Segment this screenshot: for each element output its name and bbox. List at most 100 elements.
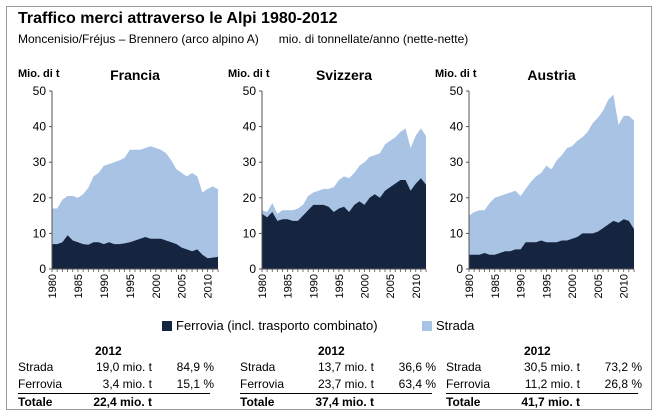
summary-table-austria: 2012 Strada 30,5 mio. t 73,2 % Ferrovia 11,2 … [446, 343, 646, 413]
summary-row-label: Strada [18, 360, 54, 374]
y-tick-label: 30 [33, 155, 47, 169]
x-tick-label: 1990 [99, 274, 111, 298]
summary-row-pct: 15,1 % [176, 377, 214, 391]
figure-title: Traffico merci attraverso le Alpi 1980-2… [18, 10, 338, 27]
summary-divider [446, 393, 638, 394]
y-tick-label: 0 [39, 262, 46, 276]
summary-year: 2012 [95, 344, 122, 358]
summary-row: Ferrovia 3,4 mio. t 15,1 % [18, 376, 218, 392]
summary-total-label: Totale [240, 395, 275, 409]
summary-total-row: Totale 37,4 mio. t [240, 394, 440, 410]
summary-total-value: 41,7 mio. t [521, 395, 580, 409]
legend-swatch-ferrovia [162, 321, 172, 331]
y-axis-label: Mio. di t [435, 68, 477, 80]
y-tick-label: 40 [33, 120, 47, 134]
legend-item-ferrovia: Ferrovia (incl. trasporto combinato) [162, 318, 378, 333]
x-tick-label: 2010 [619, 274, 631, 298]
summary-year: 2012 [318, 344, 345, 358]
y-axis-label: Mio. di t [18, 68, 60, 80]
x-tick-label: 2005 [177, 274, 189, 298]
y-tick-label: 10 [33, 226, 47, 240]
chart-austria: 0 10 20 30 40 50 1980 1985 1990 1995 2000 2005 2010 M… [435, 67, 635, 298]
chart-title: Svizzera [316, 67, 372, 83]
summary-table-francia: 2012 Strada 19,0 mio. t 84,9 % Ferrovia 3,4 m… [18, 343, 218, 413]
legend-item-strada: Strada [422, 318, 474, 333]
y-tick-label: 30 [243, 155, 257, 169]
figure-subtitle: Moncenisio/Fréjus – Brennero (arco alpin… [18, 32, 468, 46]
summary-total-row: Totale 41,7 mio. t [446, 394, 646, 410]
summary-row: Strada 30,5 mio. t 73,2 % [446, 359, 646, 375]
summary-table-svizzera: 2012 Strada 13,7 mio. t 36,6 % Ferrovia 23,7 … [240, 343, 440, 413]
x-tick-label: 1985 [490, 274, 502, 298]
y-tick-label: 20 [33, 191, 47, 205]
x-tick-label: 2000 [567, 274, 579, 298]
summary-row-pct: 36,6 % [398, 360, 436, 374]
summary-row-value: 3,4 mio. t [102, 377, 152, 391]
summary-row-value: 13,7 mio. t [317, 360, 374, 374]
summary-divider [240, 393, 432, 394]
x-tick-label: 1990 [516, 274, 528, 298]
series-area-ferrovia [262, 178, 426, 269]
legend-swatch-strada [422, 321, 432, 331]
y-tick-label: 10 [450, 226, 464, 240]
chart-title: Francia [110, 67, 160, 83]
y-tick-label: 40 [243, 120, 257, 134]
x-tick-label: 2010 [203, 274, 215, 298]
series-area-ferrovia [469, 219, 634, 269]
x-tick-label: 1995 [334, 274, 346, 298]
summary-row-label: Strada [240, 360, 276, 374]
x-tick-label: 1985 [283, 274, 295, 298]
chart-svizzera: 0 10 20 30 40 50 1980 1985 1990 1995 2000 2005 2010 M… [228, 67, 427, 298]
y-tick-label: 30 [450, 155, 464, 169]
summary-row: Ferrovia 11,2 mio. t 26,8 % [446, 376, 646, 392]
y-tick-label: 0 [456, 262, 463, 276]
summary-row-pct: 73,2 % [604, 360, 642, 374]
x-tick-label: 1980 [464, 274, 476, 298]
summary-row-label: Ferrovia [446, 377, 491, 391]
x-tick-label: 1980 [257, 274, 269, 298]
y-axis-label: Mio. di t [228, 68, 270, 80]
x-tick-label: 2010 [411, 274, 423, 298]
y-tick-label: 50 [243, 84, 257, 98]
summary-total-value: 22,4 mio. t [93, 395, 152, 409]
y-tick-label: 20 [450, 191, 464, 205]
summary-row: Strada 19,0 mio. t 84,9 % [18, 359, 218, 375]
series-area-strada [52, 146, 218, 269]
x-tick-label: 1995 [125, 274, 137, 298]
x-tick-label: 2005 [385, 274, 397, 298]
subtitle-unit: mio. di tonnellate/anno (nette-nette) [278, 32, 469, 46]
summary-total-row: Totale 22,4 mio. t [18, 394, 218, 410]
subtitle-route: Moncenisio/Fréjus – Brennero (arco alpin… [18, 32, 259, 46]
x-tick-label: 2005 [593, 274, 605, 298]
y-tick-label: 20 [243, 191, 257, 205]
summary-total-label: Totale [18, 395, 53, 409]
y-tick-label: 40 [450, 120, 464, 134]
y-tick-label: 10 [243, 226, 257, 240]
chart-francia: 0 10 20 30 40 50 1980 1985 1990 1995 2000 2005 2010 M… [18, 67, 219, 298]
summary-row-value: 19,0 mio. t [95, 360, 152, 374]
x-tick-label: 2000 [151, 274, 163, 298]
x-tick-label: 2000 [360, 274, 372, 298]
summary-row: Strada 13,7 mio. t 36,6 % [240, 359, 440, 375]
summary-row-pct: 63,4 % [398, 377, 436, 391]
summary-row-value: 30,5 mio. t [523, 360, 580, 374]
x-tick-label: 1995 [541, 274, 553, 298]
legend-label-strada: Strada [436, 318, 475, 333]
summary-row-label: Ferrovia [18, 377, 63, 391]
x-tick-label: 1990 [308, 274, 320, 298]
summary-total-value: 37,4 mio. t [315, 395, 374, 409]
summary-divider [18, 393, 210, 394]
summary-row-value: 11,2 mio. t [524, 377, 580, 391]
x-tick-label: 1985 [73, 274, 85, 298]
y-tick-label: 50 [33, 84, 47, 98]
summary-row-pct: 84,9 % [176, 360, 214, 374]
chart-title: Austria [527, 67, 575, 83]
summary-row: Ferrovia 23,7 mio. t 63,4 % [240, 376, 440, 392]
summary-row-value: 23,7 mio. t [317, 377, 374, 391]
summary-total-label: Totale [446, 395, 481, 409]
summary-row-label: Strada [446, 360, 482, 374]
summary-row-label: Ferrovia [240, 377, 285, 391]
summary-row-pct: 26,8 % [604, 377, 642, 391]
y-tick-label: 50 [450, 84, 464, 98]
